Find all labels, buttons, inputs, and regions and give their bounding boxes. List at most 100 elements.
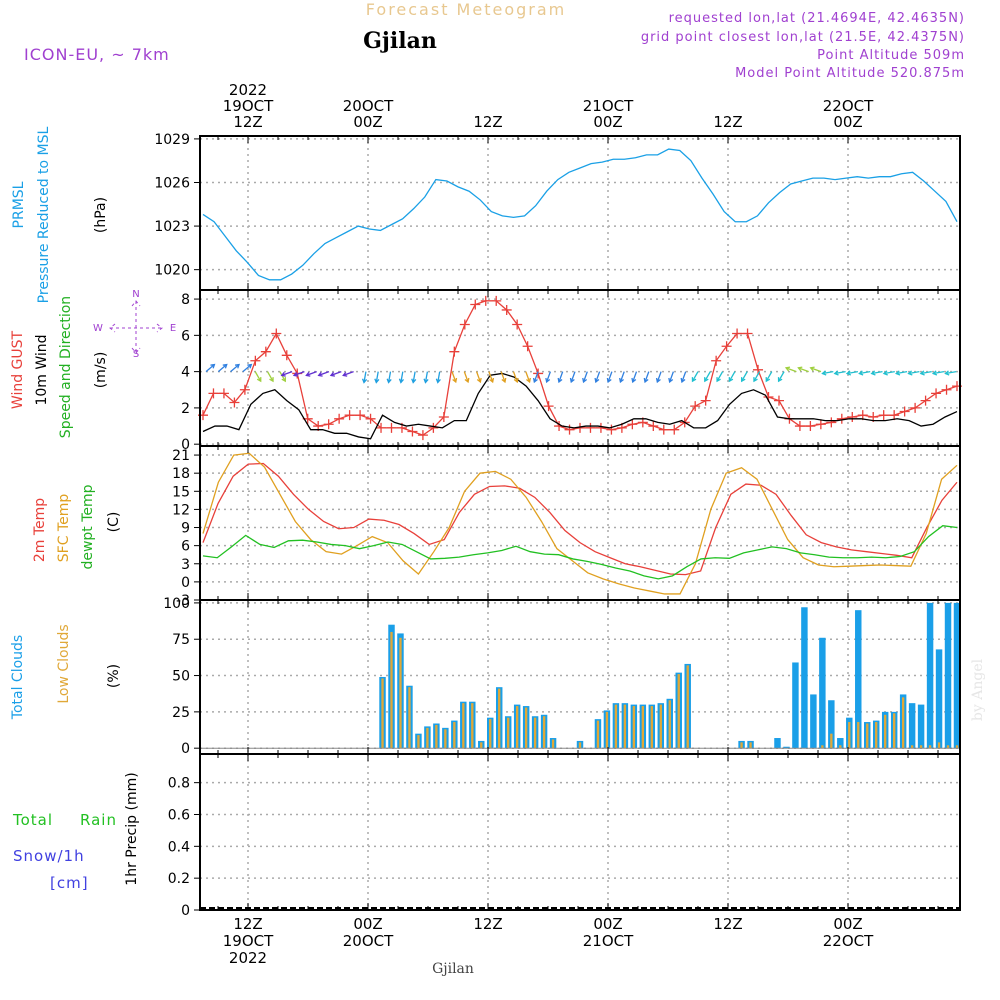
top-time-label: 20OCT <box>343 97 394 115</box>
total-cloud-bar <box>828 700 835 749</box>
gust-marker <box>805 421 816 432</box>
wind-arrow <box>595 371 601 383</box>
wind-arrow-head <box>280 371 286 377</box>
axis-layer: 102010231026102902468-303691215182102550… <box>154 81 874 967</box>
wind-titles: Wind GUST 10m Wind Speed and Direction (… <box>10 289 176 438</box>
wind-arrow <box>785 367 797 373</box>
wind-arrow-head <box>619 377 624 384</box>
wind-arrow <box>306 371 317 377</box>
wind-arrow <box>644 371 650 383</box>
wind-arrow <box>778 371 785 382</box>
wind-arrow <box>451 371 457 383</box>
low-cloud-bar <box>426 727 429 749</box>
low-cloud-bar <box>623 704 627 749</box>
wind-arrow <box>704 371 711 382</box>
total-cloud-bar <box>908 703 916 749</box>
gust-marker <box>543 401 554 412</box>
low-cloud-bar <box>946 745 950 749</box>
precip-unit: 1hr Precip (mm) <box>124 772 140 885</box>
wind-arrow <box>908 370 920 375</box>
wind-arrow-head <box>269 377 274 383</box>
low-cloud-bar <box>857 722 860 749</box>
y-tick-label: 12 <box>172 502 190 518</box>
wind-arrow <box>533 371 539 383</box>
wind-arrow <box>945 370 957 375</box>
gust-marker <box>355 410 366 421</box>
y-tick-label: 0 <box>181 437 190 453</box>
gust-marker <box>595 422 606 433</box>
compass-n: N <box>132 289 139 300</box>
low-cloud-bar <box>381 678 384 749</box>
wind-arrow <box>691 371 699 382</box>
gust-marker <box>815 419 826 430</box>
gust-marker <box>449 346 460 357</box>
gust-marker <box>606 424 617 435</box>
low-cloud-bar <box>821 745 824 749</box>
gust-marker <box>218 388 229 399</box>
wind-arrow-head <box>858 370 864 376</box>
wind-arrow-head <box>907 370 913 376</box>
gust-marker <box>711 355 722 366</box>
bottom-time-label: 00Z <box>833 915 862 933</box>
bottom-time-label: 12Z <box>713 915 742 933</box>
pressure-label-2: Pressure Reduced to MSL <box>36 126 52 303</box>
wind-arrow <box>400 371 404 383</box>
wind10-label: 10m Wind <box>34 334 50 405</box>
wind-arrow <box>741 371 748 382</box>
wind-arrow <box>859 370 871 375</box>
wind-arrow <box>512 371 518 383</box>
wind-arrow-head <box>256 377 262 383</box>
precip-unit-cm: [cm] <box>50 874 89 892</box>
wind-arrow-head <box>476 377 482 384</box>
gust-marker <box>365 413 376 424</box>
pressure-label-1: PRMSL <box>11 181 27 228</box>
low-clouds-label: Low Clouds <box>56 624 72 703</box>
wind-arrow <box>607 371 613 383</box>
sfctemp-label: SFC Temp <box>56 494 72 563</box>
total-cloud-bar <box>926 602 934 749</box>
wind-arrow-head <box>386 378 392 384</box>
location-title: Gjilan <box>363 28 437 54</box>
y-tick-label: 0.8 <box>168 776 190 792</box>
top-time-label: 00Z <box>353 113 382 131</box>
gust-marker <box>826 417 837 428</box>
wind-arrow-head <box>557 377 563 384</box>
wind-arrow-head <box>668 377 674 384</box>
wind-arrow-head <box>545 377 551 384</box>
pressure-titles: PRMSL Pressure Reduced to MSL (hPa) <box>11 126 109 303</box>
low-cloud-bar <box>866 723 869 749</box>
low-cloud-bar <box>489 719 492 749</box>
wind-arrow <box>463 371 469 383</box>
gust-marker <box>376 422 387 433</box>
y-tick-label: 9 <box>181 521 190 537</box>
wind-arrow <box>437 371 441 383</box>
wind-arrow-head <box>234 363 240 369</box>
gust-marker <box>585 422 596 433</box>
total-cloud-bar <box>792 662 799 749</box>
y-tick-label: 8 <box>181 292 190 308</box>
wind-arrow-head <box>361 378 368 384</box>
y-tick-label: 0.6 <box>168 807 190 823</box>
low-cloud-bar <box>650 706 653 749</box>
wind-arrow-head <box>777 377 783 383</box>
wind-arrow-head <box>329 371 336 377</box>
wind-arrow <box>896 370 908 375</box>
wind-arrow-head <box>809 366 815 372</box>
gust-marker <box>428 422 439 433</box>
y-tick-label: 2 <box>181 401 190 417</box>
low-cloud-bar <box>893 713 896 749</box>
y-tick-label: 100 <box>163 596 190 612</box>
wind-arrow <box>330 371 342 377</box>
wind-arrow <box>681 371 687 383</box>
wind-arrow-head <box>821 370 827 376</box>
low-cloud-bar <box>740 742 743 749</box>
gust-marker <box>564 424 575 435</box>
gust-marker <box>239 384 250 395</box>
pressure-line <box>202 148 958 281</box>
gust-marker <box>889 410 900 421</box>
wind-arrow-head <box>210 363 216 369</box>
precip-titles: 1hr Precip (mm) Total Rain Snow/1h [cm] <box>12 772 140 892</box>
gust-marker <box>470 299 481 310</box>
wind-arrow <box>834 370 846 375</box>
